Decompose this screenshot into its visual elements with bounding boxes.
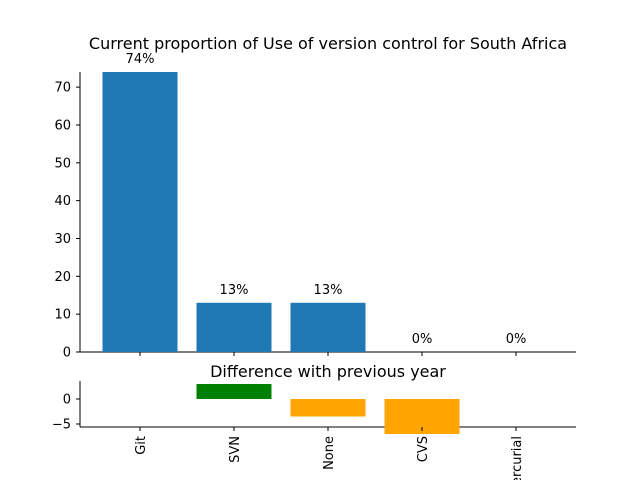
x-category-label: SVN [228,436,243,463]
top-y-tick-label: 30 [54,232,71,247]
top-bar [102,72,178,352]
top-bar-data-label: 13% [314,283,343,298]
top-bar-data-label: 13% [220,283,249,298]
top-plot-area: 0 10 20 30 40 50 60 70 74% 13% 13% 0% 0% [54,52,576,361]
top-y-tick-label: 0 [63,346,71,361]
x-category-label: Mercurial [510,436,525,480]
top-y-tick-label: 60 [54,118,71,133]
bottom-chart-title: Difference with previous year [210,362,446,381]
top-y-tick-label: 50 [54,156,71,171]
top-y-tick-label: 20 [54,270,71,285]
bottom-bar [196,384,272,399]
top-bar-data-label: 0% [506,332,527,347]
top-bar [290,302,366,352]
x-category-label: Git [134,436,149,455]
top-y-tick-label: 10 [54,308,71,323]
x-category-label: CVS [416,436,431,462]
x-category-label: None [322,436,337,470]
top-bar-data-label: 0% [412,332,433,347]
top-chart-title: Current proportion of Use of version con… [89,34,567,53]
top-bar-data-label: 74% [126,52,155,67]
top-bar [196,302,272,352]
bottom-y-tick-label: −5 [52,418,71,433]
bottom-bar [290,399,366,417]
top-y-tick-label: 40 [54,194,71,209]
bottom-plot-area: −5 0 Git SVN None CVS Mercurial [52,381,576,485]
bottom-y-tick-label: 0 [63,393,71,408]
top-y-tick-label: 70 [54,81,71,96]
